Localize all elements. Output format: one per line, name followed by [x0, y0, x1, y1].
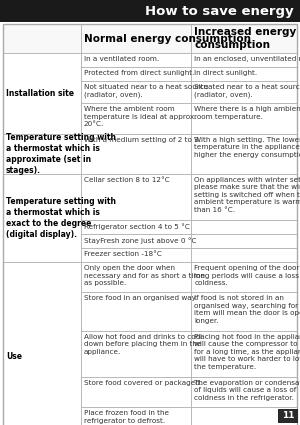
Bar — [0, 0, 300, 22]
Bar — [81, 174, 191, 220]
Bar — [191, 81, 297, 104]
Bar — [3, 262, 81, 425]
Bar — [81, 234, 191, 248]
Bar — [191, 67, 297, 81]
Text: In direct sunlight.: In direct sunlight. — [194, 70, 257, 76]
Text: Store food covered or packaged.: Store food covered or packaged. — [84, 380, 202, 386]
Text: Normal energy consumption: Normal energy consumption — [84, 34, 251, 44]
Bar — [191, 407, 297, 425]
Bar — [191, 53, 297, 67]
Bar — [81, 134, 191, 174]
Text: Placing hot food in the appliance
will cause the compressor to run
for a long ti: Placing hot food in the appliance will c… — [194, 334, 300, 370]
Text: With a medium setting of 2 to 3.: With a medium setting of 2 to 3. — [84, 137, 201, 143]
Text: Not situated near to a heat source
(radiator, oven).: Not situated near to a heat source (radi… — [84, 85, 208, 98]
Bar — [191, 292, 297, 331]
Bar — [3, 134, 81, 174]
Bar — [81, 67, 191, 81]
Bar — [191, 220, 297, 234]
Text: Store food in an organised way.: Store food in an organised way. — [84, 295, 197, 301]
Text: In a ventilated room.: In a ventilated room. — [84, 56, 159, 62]
Text: The evaporation or condensation
of liquids will cause a loss of
coldness in the : The evaporation or condensation of liqui… — [194, 380, 300, 401]
Bar — [81, 53, 191, 67]
Text: Temperature setting with
a thermostat which is
exact to the degree
(digital disp: Temperature setting with a thermostat wh… — [6, 197, 116, 239]
Text: Cellar section 8 to 12°C: Cellar section 8 to 12°C — [84, 177, 170, 183]
Text: If food is not stored in an
organised way, searching for an
item will mean the d: If food is not stored in an organised wa… — [194, 295, 300, 324]
Text: In an enclosed, unventilated room.: In an enclosed, unventilated room. — [194, 56, 300, 62]
Bar — [191, 262, 297, 292]
Text: Increased energy
consumption: Increased energy consumption — [194, 28, 296, 50]
Text: Freezer section -18°C: Freezer section -18°C — [84, 251, 162, 257]
Text: 11: 11 — [282, 411, 294, 420]
Bar — [81, 220, 191, 234]
Bar — [81, 24, 191, 53]
Bar — [191, 134, 297, 174]
Text: On appliances with winter setting,
please make sure that the winter
setting is s: On appliances with winter setting, pleas… — [194, 177, 300, 213]
Text: Allow hot food and drinks to cool
down before placing them in the
appliance.: Allow hot food and drinks to cool down b… — [84, 334, 202, 355]
Bar — [81, 407, 191, 425]
Bar — [191, 234, 297, 248]
Bar — [278, 409, 298, 423]
Text: Refrigerator section 4 to 5 °C: Refrigerator section 4 to 5 °C — [84, 223, 190, 230]
Text: Frequent opening of the door for
long periods will cause a loss of
coldness.: Frequent opening of the door for long pe… — [194, 265, 300, 286]
Bar — [81, 331, 191, 377]
Bar — [81, 292, 191, 331]
Bar — [81, 262, 191, 292]
Text: Where the ambient room
temperature is ideal at approx.
20°C.: Where the ambient room temperature is id… — [84, 107, 196, 128]
Text: Installation site: Installation site — [6, 89, 74, 98]
Text: StayFresh zone just above 0 °C: StayFresh zone just above 0 °C — [84, 237, 196, 244]
Text: Place frozen food in the
refrigerator to defrost.: Place frozen food in the refrigerator to… — [84, 410, 169, 424]
Bar — [191, 104, 297, 134]
Text: Protected from direct sunlight.: Protected from direct sunlight. — [84, 70, 194, 76]
Text: Situated near to a heat source
(radiator, oven).: Situated near to a heat source (radiator… — [194, 85, 300, 98]
Bar — [81, 104, 191, 134]
Text: Temperature setting with
a thermostat which is
approximate (set in
stages).: Temperature setting with a thermostat wh… — [6, 133, 116, 175]
Bar — [3, 53, 81, 134]
Text: Use: Use — [6, 352, 22, 361]
Text: Only open the door when
necessary and for as short a time
as possible.: Only open the door when necessary and fo… — [84, 265, 205, 286]
Bar — [81, 81, 191, 104]
Bar — [81, 248, 191, 262]
Bar — [81, 377, 191, 407]
Bar — [191, 248, 297, 262]
Bar — [191, 24, 297, 53]
Text: With a high setting. The lower the
temperature in the appliance, the
higher the : With a high setting. The lower the tempe… — [194, 137, 300, 158]
Text: How to save energy: How to save energy — [146, 5, 294, 17]
Bar — [3, 24, 81, 53]
Bar — [191, 377, 297, 407]
Bar — [191, 331, 297, 377]
Bar — [3, 174, 81, 262]
Text: Where there is a high ambient
room temperature.: Where there is a high ambient room tempe… — [194, 107, 300, 120]
Bar — [191, 174, 297, 220]
